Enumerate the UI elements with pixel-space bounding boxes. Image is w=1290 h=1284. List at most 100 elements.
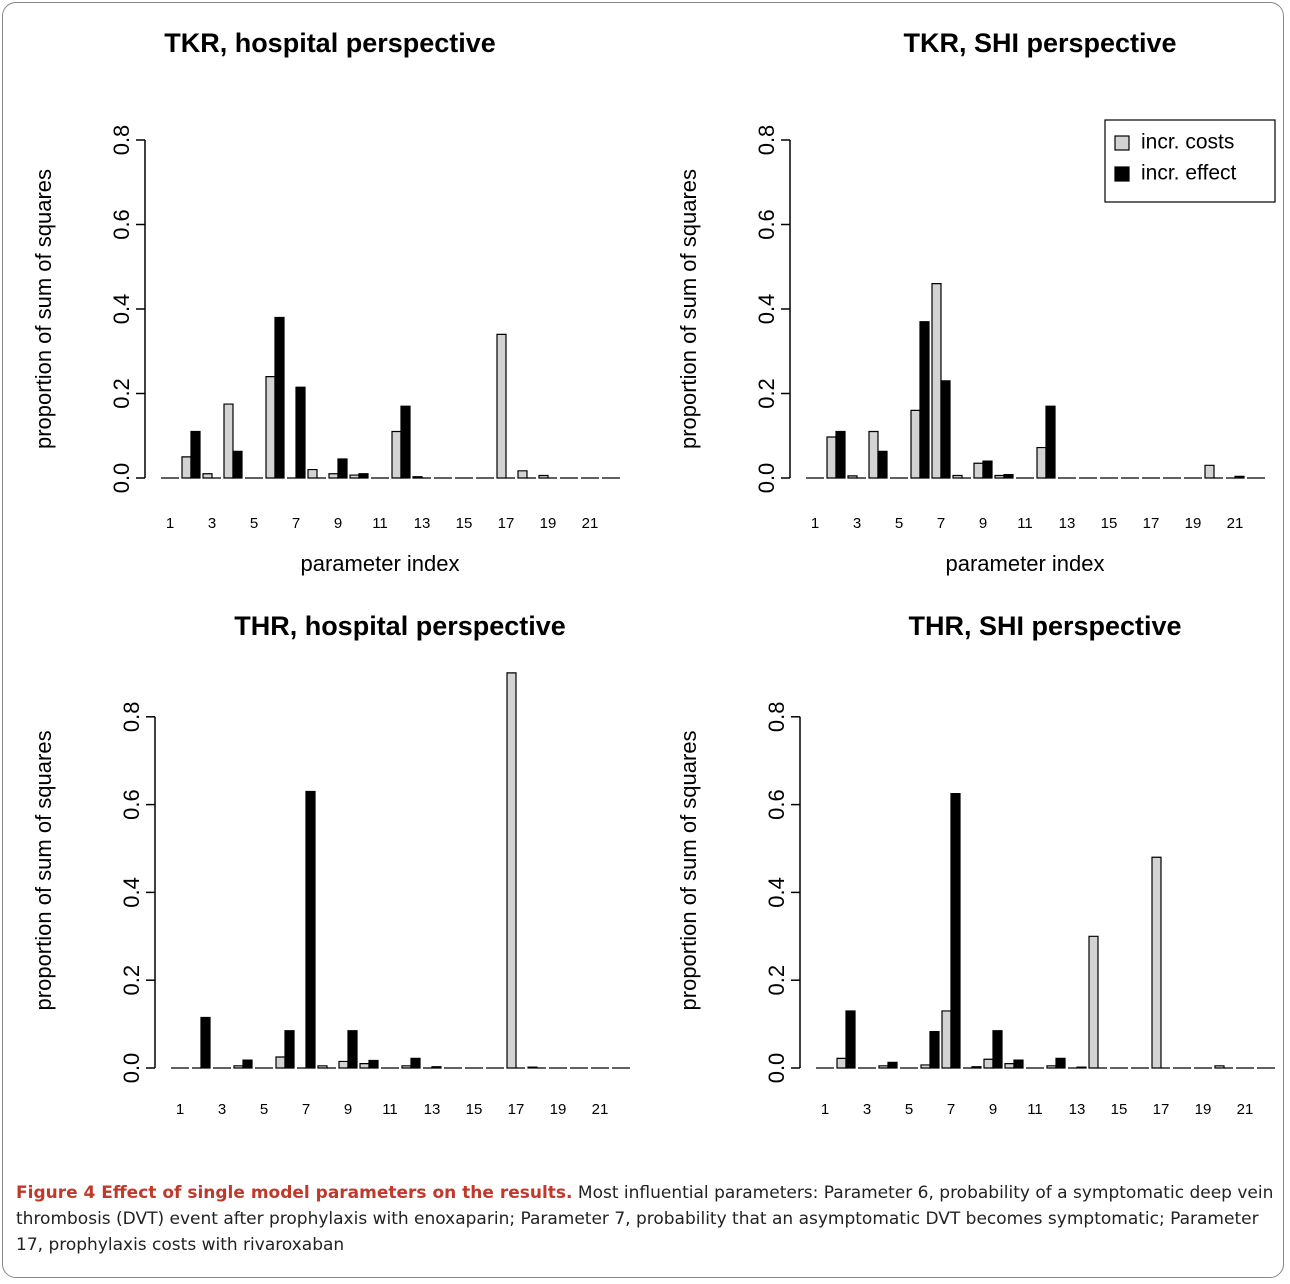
x-tick-label: 11 bbox=[1027, 1101, 1043, 1118]
bar bbox=[1036, 446, 1047, 479]
bar bbox=[233, 1065, 244, 1069]
x-tick-label: 3 bbox=[208, 515, 216, 532]
x-tick-label: 13 bbox=[1059, 515, 1076, 532]
x-tick-label: 9 bbox=[344, 1101, 352, 1118]
bar bbox=[845, 1010, 856, 1069]
bar bbox=[517, 470, 528, 479]
y-tick-label: 0.2 bbox=[109, 378, 134, 409]
bar bbox=[983, 1058, 994, 1069]
y-tick-label: 0.0 bbox=[119, 1053, 144, 1084]
bar bbox=[349, 474, 360, 479]
bar bbox=[1204, 464, 1215, 479]
bar bbox=[431, 1066, 442, 1069]
y-tick-label: 0.2 bbox=[754, 378, 779, 409]
bar bbox=[920, 1064, 931, 1069]
x-tick-label: 1 bbox=[821, 1101, 829, 1118]
chart-title: THR, hospital perspective bbox=[234, 611, 566, 641]
x-tick-label: 17 bbox=[508, 1101, 525, 1118]
bar bbox=[223, 403, 234, 479]
bar bbox=[1234, 475, 1245, 479]
x-tick-label: 1 bbox=[176, 1101, 184, 1118]
bar bbox=[847, 475, 858, 479]
x-axis-label: parameter index bbox=[301, 551, 460, 576]
bar bbox=[1045, 405, 1056, 479]
x-tick-label: 5 bbox=[250, 515, 258, 532]
x-tick-label: 17 bbox=[498, 515, 515, 532]
x-tick-label: 11 bbox=[1017, 515, 1033, 532]
x-tick-label: 15 bbox=[1111, 1101, 1128, 1118]
y-axis-label: proportion of sum of squares bbox=[676, 730, 701, 1010]
x-tick-label: 7 bbox=[292, 515, 300, 532]
bar bbox=[878, 1065, 889, 1069]
figure-panels: TKR, hospital perspective parameter index… bbox=[31, 28, 1276, 1118]
x-tick-label: 15 bbox=[466, 1101, 483, 1118]
legend-swatch bbox=[1114, 166, 1130, 182]
bar bbox=[181, 456, 192, 479]
bar bbox=[971, 1066, 982, 1069]
bar bbox=[506, 672, 517, 1069]
bar bbox=[887, 1061, 898, 1069]
y-tick-label: 0.0 bbox=[754, 463, 779, 494]
bar bbox=[496, 333, 507, 479]
x-tick-label: 7 bbox=[937, 515, 945, 532]
x-tick-label: 17 bbox=[1153, 1101, 1170, 1118]
y-tick-label: 0.2 bbox=[764, 965, 789, 996]
bar bbox=[973, 462, 984, 479]
bar bbox=[982, 460, 993, 479]
x-tick-label: 7 bbox=[302, 1101, 310, 1118]
x-tick-label: 3 bbox=[863, 1101, 871, 1118]
x-tick-label: 5 bbox=[895, 515, 903, 532]
x-tick-label: 5 bbox=[260, 1101, 268, 1118]
bar bbox=[391, 430, 402, 479]
bar bbox=[412, 476, 423, 479]
bar bbox=[1055, 1057, 1066, 1069]
legend-label: incr. costs bbox=[1141, 131, 1234, 154]
bar bbox=[538, 474, 549, 479]
bar bbox=[950, 793, 961, 1069]
bar bbox=[1046, 1065, 1057, 1069]
bar bbox=[190, 430, 201, 479]
y-tick-label: 0.4 bbox=[119, 877, 144, 908]
y-tick-label: 0.6 bbox=[764, 789, 789, 820]
bar bbox=[1004, 1063, 1015, 1069]
y-tick-label: 0.2 bbox=[119, 965, 144, 996]
y-tick-label: 0.4 bbox=[109, 294, 134, 325]
y-tick-label: 0.4 bbox=[764, 877, 789, 908]
bar bbox=[940, 380, 951, 479]
x-tick-label: 19 bbox=[550, 1101, 567, 1118]
bar bbox=[994, 474, 1005, 479]
y-tick-label: 0.6 bbox=[754, 209, 779, 240]
bar bbox=[337, 458, 348, 479]
x-tick-label: 9 bbox=[989, 1101, 997, 1118]
chart-title: TKR, hospital perspective bbox=[164, 28, 496, 58]
x-tick-label: 1 bbox=[166, 515, 174, 532]
x-tick-label: 15 bbox=[1101, 515, 1118, 532]
y-tick-label: 0.6 bbox=[119, 789, 144, 820]
bar bbox=[1151, 856, 1162, 1069]
x-tick-label: 1 bbox=[811, 515, 819, 532]
bar bbox=[202, 473, 213, 479]
x-tick-label: 13 bbox=[424, 1101, 441, 1118]
bar bbox=[1076, 1066, 1087, 1069]
y-tick-label: 0.4 bbox=[754, 294, 779, 325]
bar bbox=[200, 1016, 211, 1069]
x-tick-label: 15 bbox=[456, 515, 473, 532]
bar bbox=[1003, 474, 1014, 479]
x-tick-label: 21 bbox=[1227, 515, 1244, 532]
bar bbox=[275, 1056, 286, 1069]
bar bbox=[317, 1065, 328, 1069]
y-tick-label: 0.8 bbox=[109, 125, 134, 156]
x-tick-label: 19 bbox=[1185, 515, 1202, 532]
x-tick-label: 21 bbox=[582, 515, 599, 532]
bar bbox=[328, 473, 339, 479]
x-tick-label: 13 bbox=[414, 515, 431, 532]
bar bbox=[835, 430, 846, 479]
bar bbox=[910, 409, 921, 479]
bar bbox=[919, 321, 930, 479]
bar bbox=[265, 376, 276, 479]
bar bbox=[368, 1059, 379, 1069]
bar bbox=[242, 1059, 253, 1069]
y-tick-label: 0.8 bbox=[119, 702, 144, 733]
